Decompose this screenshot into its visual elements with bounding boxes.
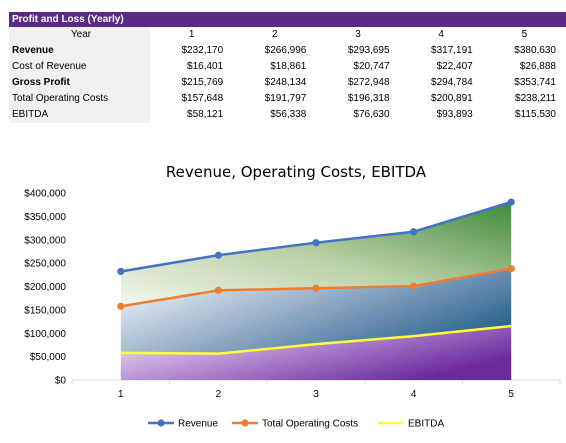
year-header: 1 <box>188 29 195 40</box>
area-fills <box>120 202 512 380</box>
legend-marker <box>157 419 165 427</box>
row-label: Cost of Revenue <box>9 59 150 75</box>
revenue-point <box>507 198 515 206</box>
x-axis: 1 2 3 4 5 <box>71 379 561 400</box>
y-tick-label: $100,000 <box>24 329 66 340</box>
cell-value: $18,861 <box>270 61 307 72</box>
revenue-point <box>117 267 125 276</box>
total-operating-costs-point <box>410 282 418 290</box>
table-row-total-operating-costs: Total Operating Costs $157,648 $191,797 … <box>9 91 566 107</box>
legend-label: EBITDA <box>408 419 444 430</box>
y-tick-label: $200,000 <box>24 282 66 293</box>
x-tick-label: 4 <box>411 389 417 400</box>
cell-value: $196,318 <box>347 93 390 104</box>
y-tick-label: $350,000 <box>24 212 66 223</box>
cell-value: $215,769 <box>181 77 224 88</box>
ebitda-line <box>120 324 512 355</box>
cell-value: $58,121 <box>187 109 224 120</box>
table-row-revenue: Revenue $232,170 $266,996 $293,695 $317,… <box>9 43 566 59</box>
total-operating-costs-point <box>117 302 125 310</box>
legend-marker <box>241 419 249 427</box>
revenue-costs-ebitda-chart: Revenue, Operating Costs, EBITDA $0 $50,0… <box>24 163 561 430</box>
ebitda-area <box>120 325 512 380</box>
operating-costs-area <box>120 268 512 354</box>
cell-value: $20,747 <box>353 61 390 72</box>
revenue-point <box>214 251 222 259</box>
cell-value: $232,170 <box>181 45 224 56</box>
y-tick-label: $400,000 <box>24 189 66 200</box>
cell-value: $26,888 <box>519 61 556 72</box>
year-header: 3 <box>355 29 361 40</box>
x-tick-label: 5 <box>508 389 514 400</box>
profit-loss-table: Profit and Loss (Yearly) Year 1 2 3 4 5 … <box>9 12 566 123</box>
cell-value: $157,648 <box>181 93 224 104</box>
table-row-gross-profit: Gross Profit $215,769 $248,134 $272,948 … <box>9 75 566 91</box>
chart-title: Revenue, Operating Costs, EBITDA <box>166 163 427 181</box>
y-tick-label: $150,000 <box>24 305 66 316</box>
year-header: 5 <box>521 29 528 40</box>
table-row-cost-of-revenue: Cost of Revenue $16,401 $18,861 $20,747 … <box>9 59 566 75</box>
cell-value: $294,784 <box>431 77 473 88</box>
y-tick-label: $250,000 <box>24 259 66 270</box>
cell-value: $56,338 <box>270 109 307 120</box>
row-label: Total Operating Costs <box>9 91 150 107</box>
y-axis: $0 $50,000 $100,000 $150,000 $200,000 $250,00… <box>24 189 66 387</box>
cell-value: $200,891 <box>431 93 473 104</box>
revenue-area <box>120 202 512 307</box>
x-tick-label: 1 <box>118 389 124 400</box>
y-tick-label: $0 <box>55 376 67 387</box>
y-tick-label: $300,000 <box>24 235 66 246</box>
cell-value: $93,893 <box>436 109 473 120</box>
cell-value: $238,211 <box>515 93 556 104</box>
cell-value: $115,530 <box>515 109 556 120</box>
year-header: 4 <box>438 29 444 40</box>
cell-value: $76,630 <box>353 109 390 120</box>
x-tick-label: 3 <box>313 389 319 400</box>
cell-value: $191,797 <box>264 93 307 104</box>
year-header-row: Year 1 2 3 4 5 <box>9 27 566 43</box>
cell-value: $272,948 <box>347 77 390 88</box>
total-operating-costs-point <box>507 265 515 273</box>
y-tick-label: $50,000 <box>30 352 67 363</box>
cell-value: $22,407 <box>436 61 473 72</box>
series-lines <box>117 198 515 355</box>
revenue-point <box>410 228 418 236</box>
total-operating-costs-point <box>312 284 320 292</box>
cell-value: $353,741 <box>514 77 556 88</box>
cell-value: $293,695 <box>347 45 390 56</box>
x-tick-label: 2 <box>216 389 222 400</box>
revenue-point <box>312 239 320 247</box>
cell-value: $16,401 <box>187 61 224 72</box>
table-row-ebitda: EBITDA $58,121 $56,338 $76,630 $93,893 $… <box>9 107 566 123</box>
table-title: Profit and Loss (Yearly) <box>9 12 566 27</box>
cell-value: $248,134 <box>264 77 307 88</box>
cell-value: $380,630 <box>514 45 556 56</box>
row-label: EBITDA <box>9 107 150 123</box>
legend-label: Total Operating Costs <box>262 419 358 430</box>
legend-label: Revenue <box>178 419 218 430</box>
row-label: Revenue <box>9 43 150 59</box>
cell-value: $266,996 <box>264 45 307 56</box>
cell-value: $317,191 <box>431 45 473 56</box>
row-label: Gross Profit <box>9 75 150 91</box>
total-operating-costs-point <box>214 286 222 294</box>
table-title-row: Profit and Loss (Yearly) <box>9 12 566 27</box>
year-label: Year <box>9 27 150 43</box>
legend: Revenue Total Operating Costs EBITDA <box>148 419 444 430</box>
year-header: 2 <box>272 29 278 40</box>
